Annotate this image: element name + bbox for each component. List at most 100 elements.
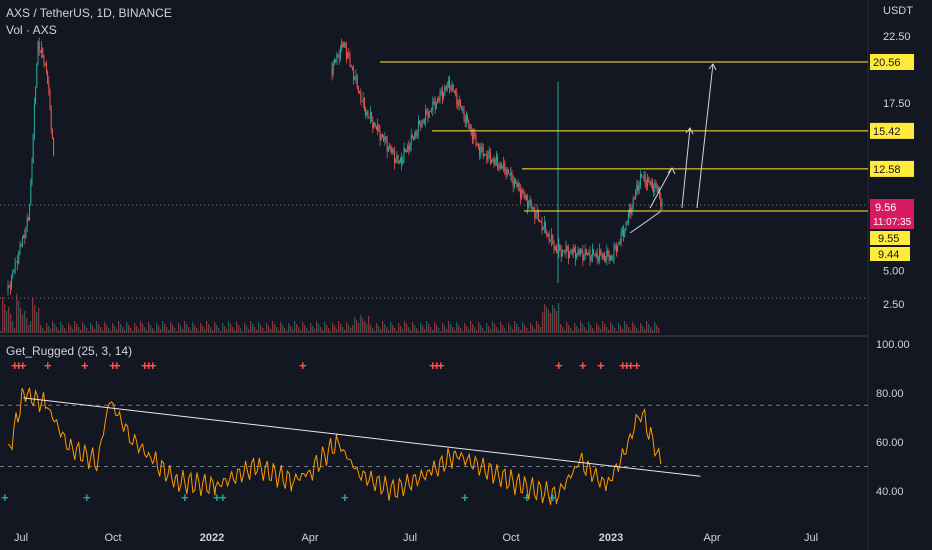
volume-bar [40,325,42,333]
volume-bar [372,328,374,333]
volume-bar [346,322,348,333]
volume-bar [180,326,182,333]
candle-body [468,120,470,128]
candle-body [523,191,525,198]
sell-marker: + [141,358,149,373]
buy-marker: + [213,490,221,505]
volume-bar [426,321,428,333]
candle-body [365,110,367,116]
candle-body [613,247,615,259]
price-level-label: 20.56 [873,57,901,69]
candle-body [608,254,610,261]
volume-bar [390,322,392,333]
volume-bar [442,323,444,333]
candle-body [539,220,541,222]
candle-body [579,250,581,255]
candle-body [15,261,17,263]
candle-body [350,64,352,68]
candle-body [48,82,50,90]
volume-bar [14,328,16,333]
candle-body [439,92,441,101]
candle-body [558,244,560,252]
candle-body [475,135,477,145]
candle-body [33,103,35,134]
candle-body [553,244,555,250]
volume-bar [4,304,6,333]
candle-body [512,180,514,187]
candle-body [494,159,496,165]
indicator-axis-tick: 60.00 [876,437,904,449]
candle-body [479,148,481,155]
indicator-axis-tick: 100.00 [876,339,910,351]
candle-body [593,249,595,255]
volume-bar [576,326,578,333]
candle-body [30,179,32,205]
candle-body [9,287,11,289]
volume-bar [306,328,308,333]
volume-bar [658,328,660,333]
price-level-badge [870,160,914,177]
candle-body [504,162,506,173]
volume-bar [272,321,274,333]
candle-body [599,249,601,259]
volume-bar [162,321,164,333]
candle-body [482,147,484,157]
candle-body [513,179,515,187]
volume-bar [632,322,634,333]
candle-body [405,150,407,153]
volume-bar [184,321,186,333]
candle-body [567,250,569,259]
volume-bar [386,327,388,333]
candle-body [390,145,392,153]
time-axis-tick: Oct [104,532,121,544]
volume-bar [114,326,116,333]
volume-bar [234,330,236,333]
candle-body [545,222,547,233]
volume-bar [260,325,262,333]
volume-bar [396,331,398,333]
volume-bar [332,323,334,333]
candle-body [602,254,604,259]
candle-body [441,90,443,99]
volume-bar [146,330,148,333]
volume-bar [44,331,46,333]
candle-body [51,129,53,139]
candle-body [397,155,399,163]
volume-bar [566,322,568,333]
volume-bar [586,330,588,333]
volume-bar [170,322,172,333]
volume-bar [112,323,114,333]
candle-body [587,253,589,255]
candle-body [386,142,388,152]
price-axis-unit: USDT [883,5,913,17]
candle-body [368,117,370,119]
candle-body [565,246,567,253]
volume-bar [106,325,108,333]
candle-body [440,90,442,93]
candle-body [561,250,563,257]
volume-bar [136,326,138,333]
candle-body [410,134,412,146]
volume-bar [300,330,302,333]
candle-body [467,115,469,121]
sell-marker: + [113,358,121,373]
indicator-axis-tick: 40.00 [876,486,904,498]
volume-bar [530,323,532,333]
volume-bar [370,325,372,333]
indicator-label: Get_Rugged (25, 3, 14) [6,344,133,358]
candle-body [660,197,662,207]
volume-bars [0,294,660,333]
candle-body [337,54,339,57]
candle-body [655,183,657,186]
candle-body [29,204,31,221]
volume-bar [118,321,120,333]
candle-body [488,151,490,154]
volume-bar [636,328,638,333]
candle-body [403,148,405,158]
candle-body [35,87,37,104]
candle-body [19,244,21,252]
candle-body [355,75,357,78]
time-axis-tick: Jul [804,532,818,544]
volume-bar [592,328,594,333]
